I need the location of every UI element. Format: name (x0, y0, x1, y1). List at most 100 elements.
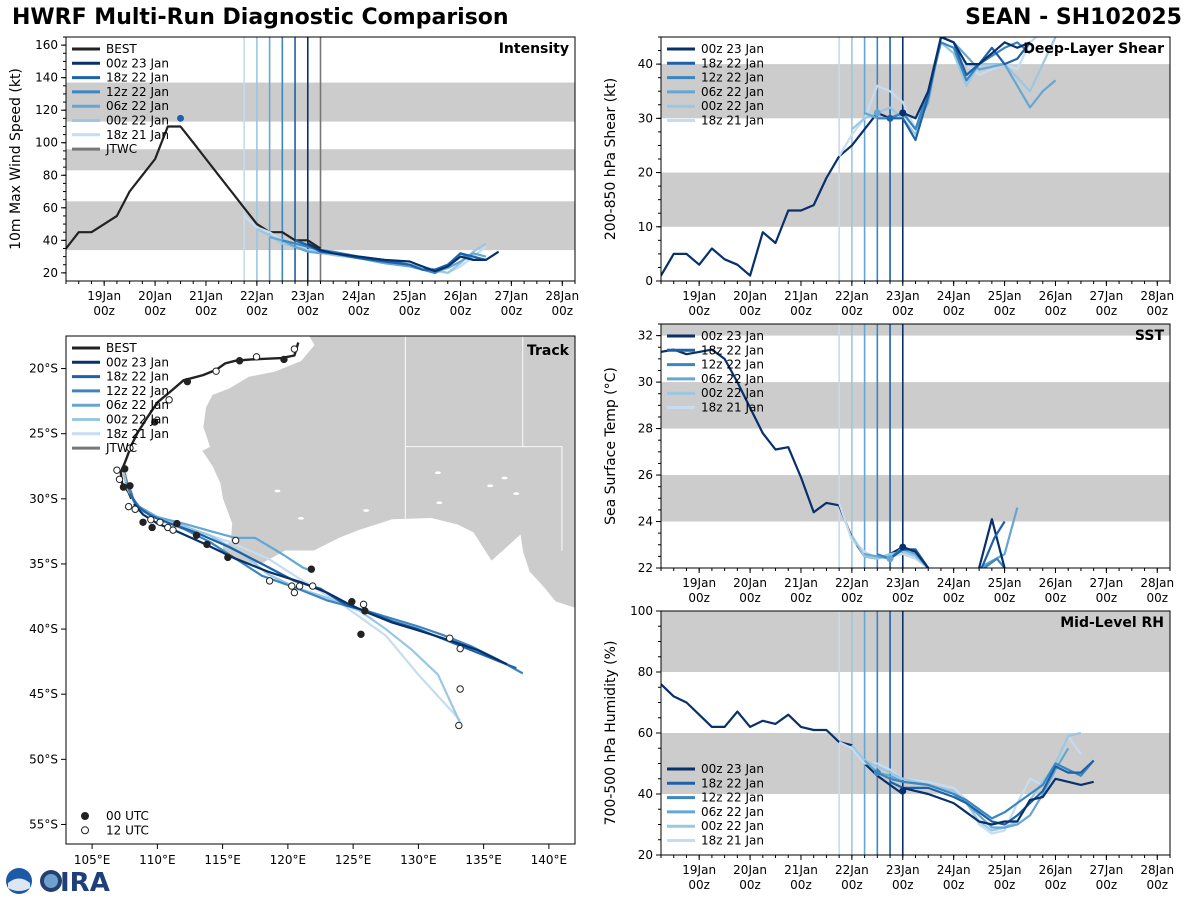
y-tick-label: 40 (638, 787, 653, 801)
x-tick-label: 00z (1045, 304, 1067, 318)
track-point (348, 598, 356, 606)
x-tick-label: 00z (892, 304, 914, 318)
series-line (978, 518, 1006, 568)
chart-title: SST (1135, 328, 1165, 344)
x-tick-label: 00z (688, 878, 710, 892)
y-tick-label: 30 (638, 111, 653, 125)
track-point (359, 600, 368, 609)
legend-label: BEST (106, 42, 137, 56)
track-point (147, 515, 155, 524)
lake (363, 509, 370, 512)
y-tick-label: 120 (35, 103, 58, 117)
y-tick-label: 60 (43, 201, 58, 215)
x-tick-label: 00z (1096, 304, 1118, 318)
legend-label: 00z 22 Jan (106, 114, 169, 128)
x-tick-label: 21Jan (189, 289, 223, 303)
x-tick-label: 00z (892, 591, 914, 605)
track-point (115, 475, 124, 483)
x-tick-label: 00z (841, 591, 863, 605)
chart-title: Intensity (499, 41, 569, 57)
x-tick-label: 00z (399, 304, 421, 318)
x-tick-label: 28Jan (1140, 576, 1174, 590)
y-axis-label: 200-850 hPa Shear (kt) (603, 78, 619, 240)
series-marker (873, 109, 881, 117)
legend-label: 00z 22 Jan (106, 413, 169, 427)
lake (436, 501, 443, 505)
x-tick-label: 20Jan (733, 576, 767, 590)
track-point (235, 357, 244, 365)
series-line (980, 520, 1006, 568)
track-point (307, 565, 316, 573)
x-tick-label: 125°E (335, 853, 372, 867)
track-point (252, 353, 261, 361)
x-tick-label: 20Jan (733, 863, 767, 877)
svg-text:IRA: IRA (60, 868, 110, 896)
x-tick-label: 110°E (139, 853, 176, 867)
x-tick-label: 120°E (270, 853, 307, 867)
cira-logo: IRA (4, 866, 114, 896)
series-marker (899, 109, 907, 117)
series-marker (899, 787, 907, 795)
x-tick-label: 23Jan (886, 289, 920, 303)
x-tick-label: 00z (790, 591, 812, 605)
track-point (139, 518, 147, 526)
legend-label: 00z 23 Jan (701, 42, 764, 56)
legend-label: 12z 22 Jan (701, 358, 764, 372)
track-point (165, 396, 173, 404)
track-point (224, 553, 232, 562)
chart-rh: 2040608010019Jan00z20Jan00z21Jan00z22Jan… (603, 604, 1174, 892)
y-tick-label: 20 (638, 166, 653, 180)
series-marker (886, 555, 894, 563)
shaded-band (661, 324, 1170, 336)
x-tick-label: 00z (841, 878, 863, 892)
x-tick-label: 25Jan (988, 863, 1022, 877)
track-point (295, 582, 304, 590)
marker-legend-symbol (81, 826, 89, 835)
x-tick-label: 140°E (531, 853, 568, 867)
x-tick-label: 26Jan (1039, 289, 1073, 303)
x-tick-label: 00z (1096, 591, 1118, 605)
lake (274, 489, 281, 493)
series-line (850, 534, 929, 568)
x-tick-label: 00z (501, 304, 523, 318)
series-line (978, 507, 1019, 568)
x-tick-label: 27Jan (1089, 289, 1123, 303)
series-marker (886, 114, 894, 122)
series-line (902, 777, 1094, 826)
x-tick-label: 00z (1146, 591, 1168, 605)
y-tick-label: 30°S (29, 492, 58, 506)
plot-frame (65, 335, 576, 845)
legend-label: JTWC (105, 441, 137, 455)
legend-label: 18z 21 Jan (701, 834, 764, 848)
track-point (308, 582, 317, 590)
shaded-band (661, 611, 1170, 672)
x-tick-label: 00z (551, 304, 573, 318)
track-point (126, 444, 134, 452)
track-point (456, 644, 464, 653)
track-point (361, 607, 369, 615)
x-tick-label: 00z (943, 304, 965, 318)
marker-legend-symbol (81, 812, 89, 820)
x-tick-label: 00z (994, 304, 1016, 318)
lake (297, 516, 304, 520)
x-tick-label: 27Jan (1089, 576, 1123, 590)
track-point (265, 577, 274, 585)
track-point (124, 502, 133, 511)
x-tick-label: 00z (1096, 878, 1118, 892)
y-tick-label: 100 (630, 604, 653, 618)
x-tick-label: 20Jan (138, 289, 172, 303)
x-tick-label: 22Jan (835, 576, 869, 590)
legend-label: 18z 22 Jan (106, 370, 169, 384)
track-point (446, 634, 454, 642)
x-tick-label: 24Jan (937, 289, 971, 303)
x-tick-label: 00z (1045, 878, 1067, 892)
x-tick-label: 00z (450, 304, 472, 318)
track-point (173, 519, 181, 528)
y-tick-label: 30 (638, 375, 653, 389)
track-point (456, 685, 464, 693)
shaded-band (661, 64, 1170, 119)
series-line (889, 759, 1095, 826)
y-tick-label: 55°S (29, 817, 58, 831)
x-tick-label: 23Jan (886, 863, 920, 877)
